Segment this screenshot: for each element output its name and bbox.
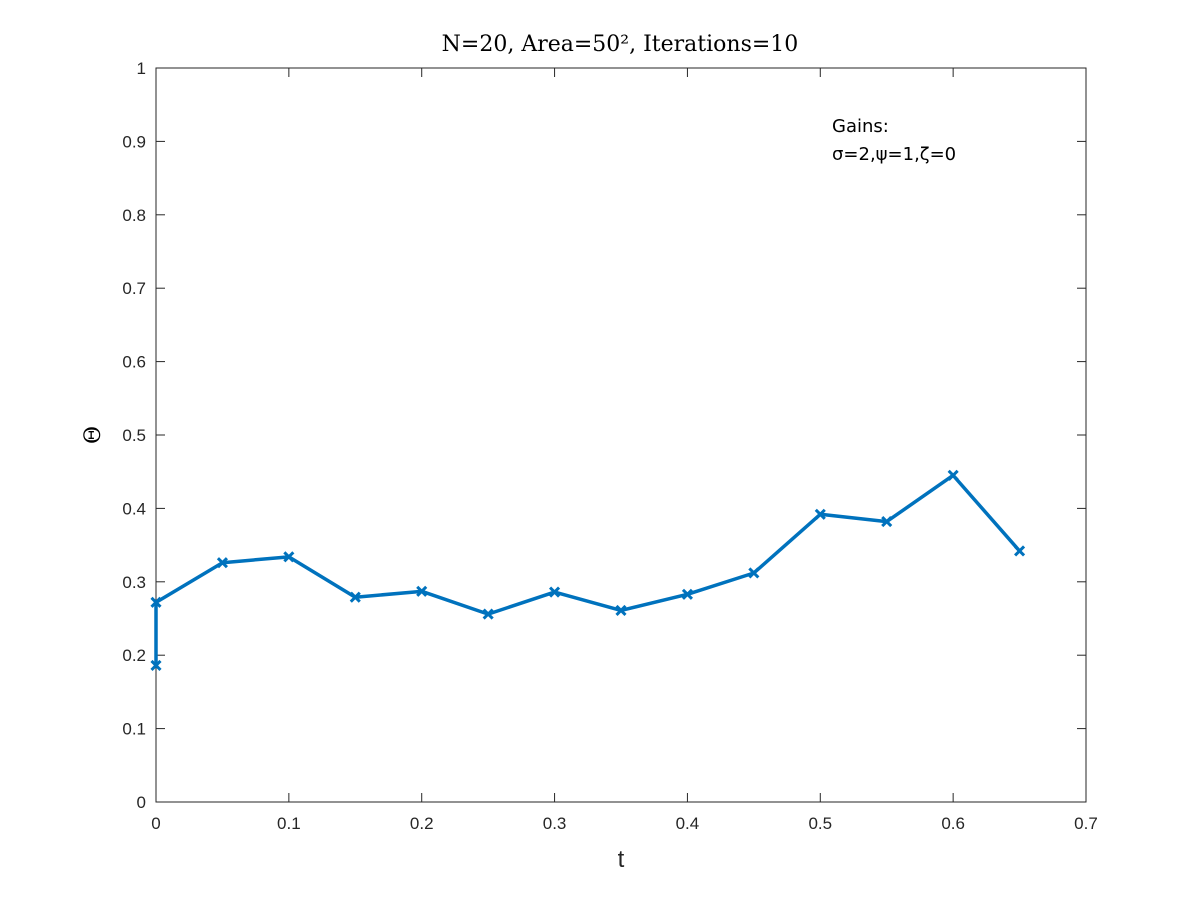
y-tick-label: 0.1: [122, 720, 146, 739]
y-tick-label: 0.5: [122, 426, 146, 445]
series-layer: [150, 469, 1026, 672]
y-tick-label: 0.2: [122, 646, 146, 665]
data-point-marker: [150, 596, 162, 608]
x-tick-label: 0: [151, 814, 160, 833]
plot-area: [155, 67, 1087, 803]
data-point-marker: [416, 585, 428, 597]
x-axis-label: t: [618, 846, 625, 873]
y-tick-label: 0.9: [122, 132, 146, 151]
data-point-marker: [549, 586, 561, 598]
data-point-marker: [681, 588, 693, 600]
chart-title: N=20, Area=50², Iterations=10: [442, 32, 799, 57]
y-axis-label: Θ: [81, 426, 106, 444]
y-tick-label: 0.6: [122, 353, 146, 372]
data-point-marker: [814, 508, 826, 520]
data-point-marker: [881, 516, 893, 528]
x-tick-label: 0.2: [410, 814, 434, 833]
y-tick-label: 1: [137, 59, 146, 78]
data-point-marker: [947, 469, 959, 481]
x-axis-ticks: 0 0.1 0.2 0.3 0.4 0.5 0.6 0.7: [151, 68, 1098, 833]
annotation-line-2: σ=2,ψ=1,ζ=0: [832, 144, 956, 165]
x-tick-label: 0.6: [941, 814, 965, 833]
x-tick-label: 0.5: [808, 814, 832, 833]
y-axis-ticks: 0 0.1 0.2 0.3 0.4 0.5 0.6 0.7 0.8 0.9 1: [122, 59, 1086, 812]
y-tick-label: 0.4: [122, 499, 146, 518]
y-tick-label: 0.8: [122, 206, 146, 225]
x-tick-label: 0.1: [277, 814, 301, 833]
data-point-marker: [283, 551, 295, 563]
x-tick-label: 0.4: [676, 814, 700, 833]
data-point-marker: [216, 557, 228, 569]
data-point-marker: [615, 604, 627, 616]
x-tick-label: 0.7: [1074, 814, 1098, 833]
data-point-marker: [482, 608, 494, 620]
annotation-line-1: Gains:: [832, 116, 889, 137]
x-tick-label: 0.3: [543, 814, 567, 833]
y-tick-label: 0.7: [122, 279, 146, 298]
y-tick-label: 0.3: [122, 573, 146, 592]
data-point-marker: [1014, 545, 1026, 557]
data-point-marker: [748, 567, 760, 579]
data-point-marker: [150, 659, 162, 672]
data-point-marker: [349, 591, 361, 603]
y-tick-label: 0: [137, 793, 146, 812]
